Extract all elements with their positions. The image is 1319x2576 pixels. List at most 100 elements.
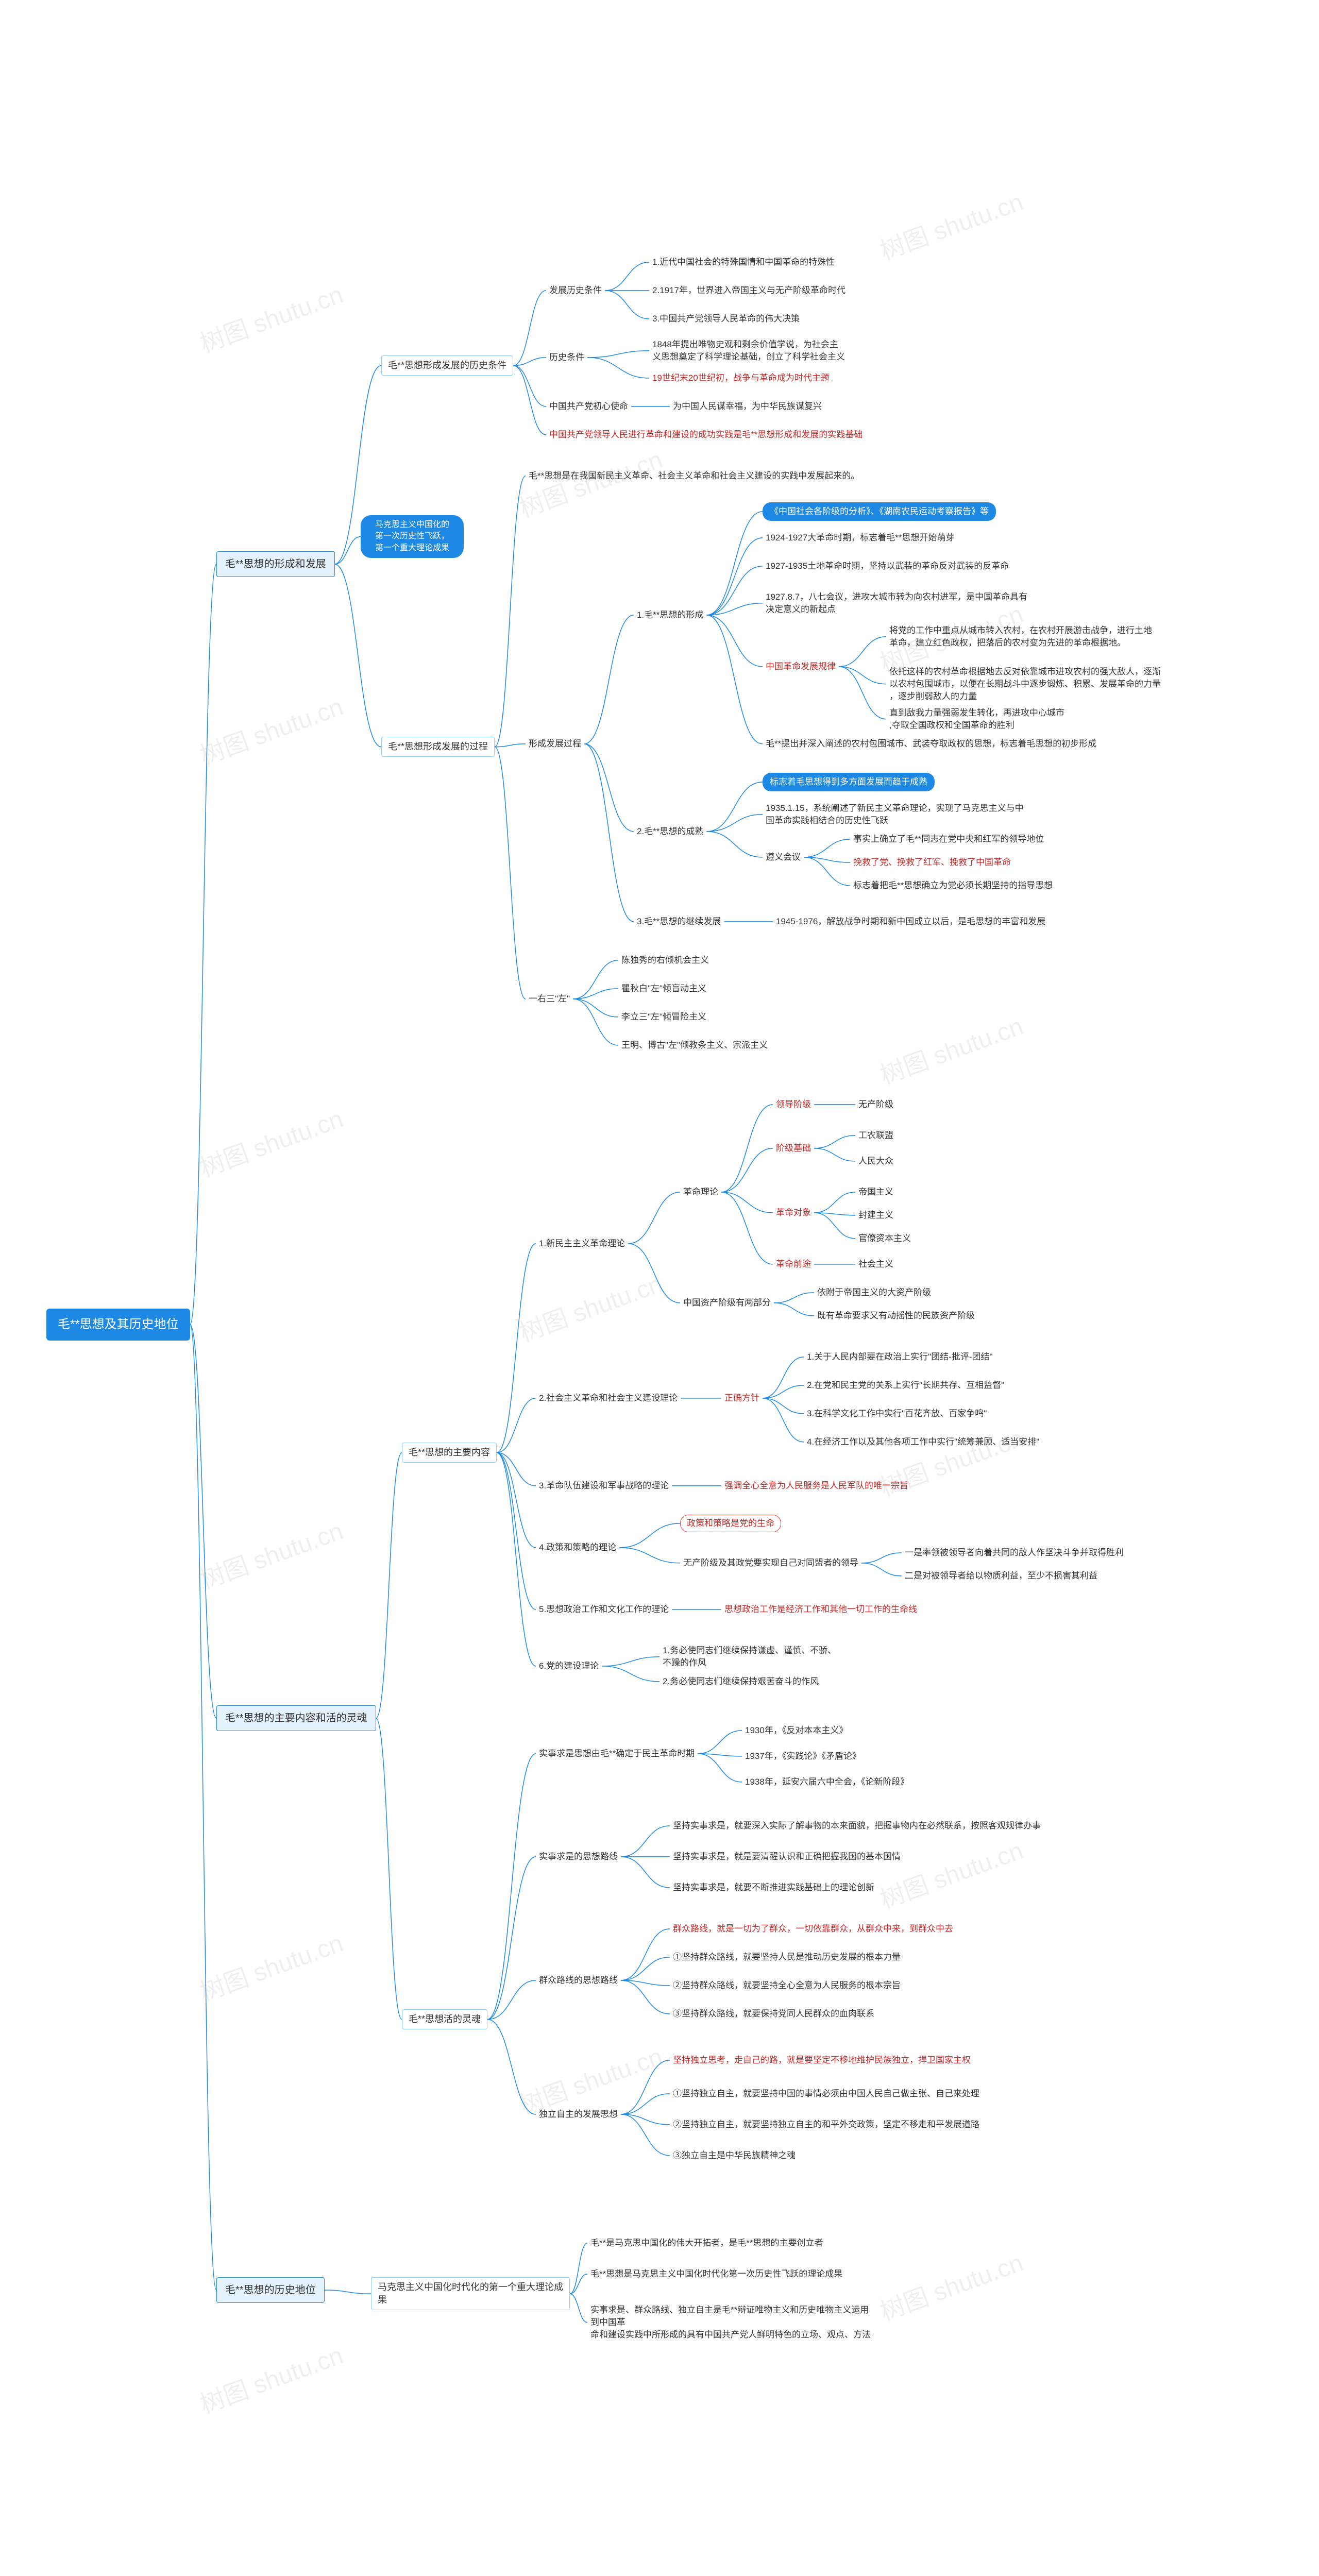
mindmap-node: 毛**思想的主要内容和活的灵魂 — [216, 1705, 376, 1731]
connector — [804, 857, 850, 862]
connector — [190, 564, 216, 1325]
mindmap-node: 标志着把毛**思想确立为党必须长期坚持的指导思想 — [850, 878, 1056, 893]
connector — [621, 2094, 670, 2114]
mindmap-node: 陈独秀的右倾机会主义 — [618, 953, 712, 968]
mindmap-node: 毛**思想是在我国新民主义革命、社会主义革命和社会主义建设的实践中发展起来的。 — [526, 469, 863, 483]
connector — [814, 1148, 855, 1161]
watermark: 树图 shutu.cn — [194, 686, 347, 771]
mindmap-node: 坚持独立思考，走自己的路，就是要坚定不移地维护民族独立，捍卫国家主权 — [670, 2053, 974, 2067]
mindmap-node: 革命对象 — [773, 1206, 814, 1220]
watermark: 树图 shutu.cn — [194, 1511, 347, 1596]
connector — [814, 1213, 855, 1215]
connector — [497, 1453, 536, 1609]
mindmap-node: 毛**提出并深入阐述的农村包围城市、武装夺取政权的思想，标志着毛思想的初步形成 — [763, 737, 1100, 751]
connector — [587, 351, 649, 358]
mindmap-node: 事实上确立了毛**同志在党中央和红军的领导地位 — [850, 832, 1047, 846]
connector — [602, 1666, 660, 1682]
connector — [804, 857, 850, 886]
mindmap-node: 1848年提出唯物史观和剩余价值学说，为社会主 义思想奠定了科学理论基础，创立了… — [649, 337, 848, 364]
mindmap-node: 革命理论 — [680, 1185, 721, 1199]
connector — [621, 1857, 670, 1888]
mindmap-node: 3.在科学文化工作中实行"百花齐放、百家争鸣" — [804, 1406, 990, 1421]
mindmap-node: 中国革命发展规律 — [763, 659, 839, 674]
mindmap-node: 官僚资本主义 — [855, 1231, 914, 1246]
mindmap-node: 遵义会议 — [763, 850, 804, 865]
mindmap-node: ②坚持群众路线，就要坚持全心全意为人民服务的根本宗旨 — [670, 1978, 904, 1993]
mindmap-node: 1.毛**思想的形成 — [634, 608, 706, 622]
mindmap-node: 实事求是、群众路线、独立自主是毛**辩证唯物主义和历史唯物主义运用到中国革 命和… — [587, 2303, 876, 2342]
watermark: 树图 shutu.cn — [874, 1006, 1027, 1091]
mindmap-node: 形成发展过程 — [526, 737, 584, 751]
mindmap-node: 坚持实事求是，就要深入实际了解事物的本来面貌，把握事物内在必然联系，按照客观规律… — [670, 1819, 1044, 1833]
connector — [376, 1453, 402, 1718]
mindmap-node: 人民大众 — [855, 1154, 897, 1168]
connector — [839, 667, 886, 719]
connector — [513, 366, 546, 406]
connector — [487, 1980, 536, 2020]
connector — [497, 1453, 536, 1666]
connector — [495, 476, 526, 747]
connector — [804, 839, 850, 857]
connector — [335, 564, 381, 747]
mindmap-node: 政策和策略是党的生命 — [680, 1515, 781, 1532]
connector — [706, 566, 763, 615]
mindmap-node: 1930年，《反对本本主义》 — [742, 1723, 851, 1738]
mindmap-node: ②坚持独立自主，就要坚持独立自主的和平外交政策，坚定不移走和平发展道路 — [670, 2117, 983, 2132]
mindmap-node: 毛**思想的主要内容 — [402, 1443, 497, 1463]
watermark: 树图 shutu.cn — [514, 1263, 667, 1348]
mindmap-node: 1927.8.7，八七会议，进攻大城市转为向农村进军，是中国革命具有 决定意义的… — [763, 590, 1030, 617]
mindmap-node: 二是对被领导者给以物质利益，至少不损害其利益 — [902, 1569, 1101, 1583]
mindmap-node: 帝国主义 — [855, 1185, 897, 1199]
connector — [706, 815, 763, 832]
mindmap-node: 实事求是思想由毛**确定于民主革命时期 — [536, 1747, 698, 1761]
mindmap-node: 领导阶级 — [773, 1097, 814, 1112]
connector — [621, 1929, 670, 1980]
connector — [497, 1398, 536, 1453]
mindmap-node: 毛**思想及其历史地位 — [46, 1309, 190, 1341]
connector — [706, 832, 763, 857]
connector — [628, 1244, 680, 1303]
mindmap-node: 马克思主义中国化时代化的第一个重大理论成 果 — [371, 2277, 570, 2310]
mindmap-node: 6.党的建设理论 — [536, 1659, 602, 1673]
mindmap-node: 19世纪末20世纪初，战争与革命成为时代主题 — [649, 371, 833, 385]
connector — [376, 1718, 402, 2020]
mindmap-node: 无产阶级 — [855, 1097, 897, 1112]
mindmap-node: ③坚持群众路线，就要保持党同人民群众的血肉联系 — [670, 2007, 877, 2021]
mindmap-node: 王明、博古"左"倾教条主义、宗派主义 — [618, 1038, 771, 1053]
mindmap-node: 1.新民主主义革命理论 — [536, 1236, 628, 1251]
connector — [621, 2114, 670, 2156]
mindmap-node: 实事求是的思想路线 — [536, 1850, 621, 1864]
connector — [190, 1325, 216, 2290]
mindmap-node: 一是率领被领导者向着共同的敌人作坚决斗争并取得胜利 — [902, 1546, 1127, 1560]
connector — [573, 999, 618, 1045]
connector — [573, 989, 618, 999]
mindmap-node: 2.在党和民主党的关系上实行"长期共存、互相监督" — [804, 1378, 1007, 1393]
mindmap-node: 群众路线，就是一切为了群众，一切依靠群众，从群众中来，到群众中去 — [670, 1922, 956, 1936]
connector — [570, 2243, 587, 2294]
connector — [814, 1136, 855, 1148]
connector — [706, 512, 763, 615]
mindmap-node: 坚持实事求是，就是要清醒认识和正确把握我国的基本国情 — [670, 1850, 904, 1864]
mindmap-node: 发展历史条件 — [546, 283, 605, 298]
connector — [570, 2274, 587, 2294]
connector — [721, 1192, 773, 1213]
connector — [584, 615, 634, 744]
connector — [814, 1192, 855, 1213]
connector — [573, 960, 618, 999]
connector — [190, 1325, 216, 1718]
connector — [721, 1105, 773, 1192]
connector — [497, 1453, 536, 1548]
connector — [698, 1754, 742, 1782]
mindmap-node: 《中国社会各阶级的分析》、《湖南农民运动考察报告》等 — [763, 502, 996, 521]
mindmap-node: 5.思想政治工作和文化工作的理论 — [536, 1602, 672, 1617]
connector — [513, 291, 546, 366]
mindmap-node: 独立自主的发展思想 — [536, 2107, 621, 2122]
mindmap-node: 既有革命要求又有动摇性的民族资产阶级 — [814, 1309, 978, 1323]
mindmap-node: 直到敌我力量强弱发生转化，再进攻中心城市 ,夺取全国政权和全国革命的胜利 — [886, 706, 1068, 733]
connector — [698, 1731, 742, 1754]
connector — [628, 1192, 680, 1244]
mindmap-node: ③独立自主是中华民族精神之魂 — [670, 2148, 799, 2163]
connector — [774, 1303, 814, 1316]
mindmap-node: 4.在经济工作以及其他各项工作中实行"统筹兼顾、适当安排" — [804, 1435, 1042, 1449]
connector — [497, 1453, 536, 1486]
